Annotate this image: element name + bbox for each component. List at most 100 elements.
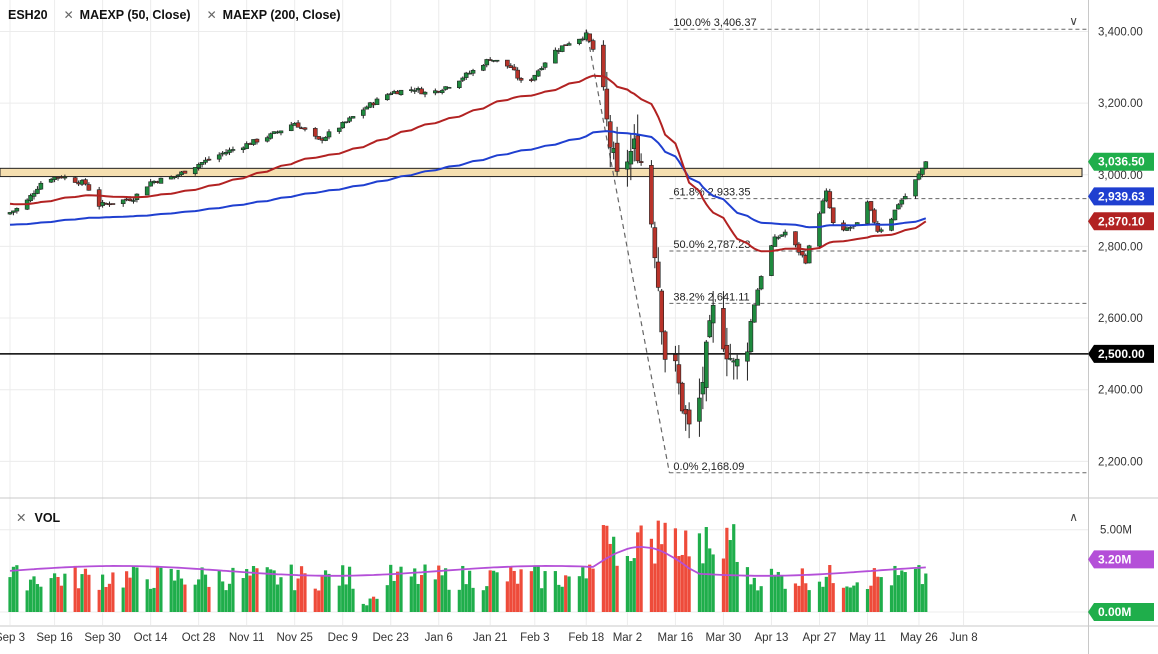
volume-bar [361, 603, 365, 612]
candle-body [721, 308, 726, 350]
candle-body [264, 137, 270, 142]
time-tick-label: Mar 30 [706, 632, 742, 644]
volume-bar [845, 586, 849, 612]
candle-body [590, 40, 596, 50]
volume-bar [896, 575, 900, 612]
volume-bar [776, 571, 780, 612]
time-tick-label: Apr 27 [803, 632, 837, 644]
price-badge: 2,939.63 [1088, 187, 1154, 206]
volume-bar [420, 575, 424, 612]
volume-bar [869, 585, 873, 612]
volume-bar [735, 561, 739, 612]
volume-bar [756, 590, 760, 612]
time-tick-label: Jan 21 [473, 632, 508, 644]
volume-bar [488, 570, 492, 612]
volume-bar [87, 574, 91, 612]
candle-body [484, 59, 490, 66]
ema50-label: MAEXP (50, Close) [79, 8, 191, 22]
candle-body [700, 381, 706, 395]
candle-body [748, 321, 754, 353]
volume-bar [924, 573, 928, 612]
candle-body [384, 94, 390, 101]
candle-body [364, 106, 370, 110]
volume-bar [900, 570, 904, 612]
volume-bar [732, 524, 736, 612]
volume-bar [444, 568, 448, 612]
remove-volume-icon[interactable]: ✕ [16, 511, 27, 525]
volume-bar [416, 583, 420, 612]
candle-body [655, 261, 661, 288]
time-tick-label: Dec 23 [373, 632, 409, 644]
candle-body [460, 77, 466, 81]
candle-body [577, 38, 582, 44]
volume-bar [793, 583, 798, 612]
volume-bar [375, 598, 379, 612]
candle-body [535, 70, 541, 77]
volume-bar [111, 572, 115, 612]
volume-bar [831, 583, 835, 612]
volume-bar [536, 565, 540, 612]
candle-body [793, 231, 798, 246]
candle-body [782, 231, 788, 236]
chart-legend: ESH20 ✕ MAEXP (50, Close) ✕ MAEXP (200, … [8, 8, 341, 22]
volume-bar [80, 574, 84, 612]
candle-body [673, 354, 678, 362]
candle-body [820, 200, 826, 214]
remove-ema50-icon[interactable]: ✕ [63, 8, 74, 22]
ema200-label: MAEXP (200, Close) [222, 8, 341, 22]
candle-body [316, 136, 322, 140]
candle-body [347, 117, 352, 122]
volume-bar [673, 528, 678, 612]
candle-body [848, 227, 853, 229]
candle-body [494, 59, 500, 62]
volume-bar [804, 583, 808, 612]
volume-bar [245, 569, 249, 612]
volume-bar [913, 568, 918, 612]
price-badge-label: 0.00M [1098, 605, 1131, 619]
time-tick-label: May 11 [849, 632, 886, 644]
volume-bar [296, 578, 300, 612]
volume-bar [639, 525, 643, 612]
volume-bar [800, 568, 804, 612]
candle-body [374, 98, 380, 105]
volume-bar [337, 585, 341, 612]
volume-bar [920, 584, 924, 612]
volume-bar [457, 589, 461, 612]
volume-bar [773, 574, 777, 612]
chevron-up-icon[interactable]: ∧ [1069, 510, 1078, 524]
candle-body [38, 182, 44, 190]
time-tick-label: Apr 13 [755, 632, 789, 644]
volume-bar [159, 567, 163, 612]
volume-label: VOL [34, 510, 61, 525]
legend-symbol[interactable]: ESH20 [8, 8, 48, 22]
volume-bar [385, 585, 389, 612]
candle-body [312, 128, 318, 137]
candle-body [223, 152, 229, 155]
candle-body [227, 149, 232, 153]
candle-body [35, 188, 40, 194]
volume-bar [533, 566, 537, 612]
volume-bar [272, 570, 276, 612]
price-badge-shape [1088, 550, 1154, 569]
volume-bar [289, 564, 293, 612]
volume-bar [423, 564, 427, 612]
volume-bar [224, 590, 228, 612]
volume-bar [197, 579, 201, 612]
volume-bar [303, 573, 307, 612]
remove-ema200-icon[interactable]: ✕ [206, 8, 217, 22]
legend-ema50[interactable]: ✕ MAEXP (50, Close) [64, 8, 191, 22]
volume-bar [553, 571, 557, 612]
chevron-down-icon[interactable]: ∨ [1069, 14, 1078, 28]
volume-bar [704, 527, 708, 612]
candle-body [806, 245, 812, 264]
candle-body [11, 210, 16, 213]
volume-bar [783, 588, 787, 612]
legend-ema200[interactable]: ✕ MAEXP (200, Close) [207, 8, 341, 22]
volume-bar [227, 583, 232, 612]
volume-bar [193, 584, 197, 612]
volume-bar [725, 527, 729, 612]
candle-body [707, 320, 713, 338]
candle-body [878, 229, 884, 232]
price-tick-label: 2,600.00 [1098, 313, 1143, 325]
